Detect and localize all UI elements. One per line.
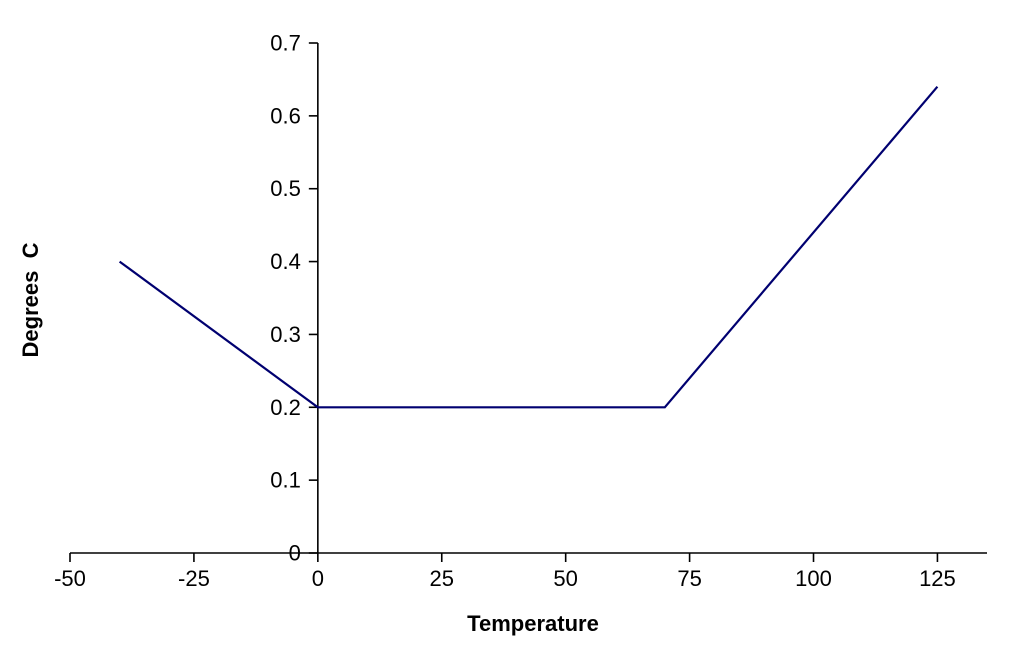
x-tick-label: 50: [553, 566, 577, 591]
x-tick-label: 75: [677, 566, 701, 591]
x-tick-label: -25: [178, 566, 210, 591]
series-line: [118, 85, 939, 409]
y-tick-label: 0: [289, 540, 301, 565]
x-tick-label: 100: [795, 566, 832, 591]
y-tick-label: 0.2: [270, 395, 301, 420]
y-tick-label: 0.5: [270, 176, 301, 201]
y-axis-title: Degrees C: [18, 242, 43, 358]
x-tick-label: 25: [430, 566, 454, 591]
x-axis-title: Temperature: [467, 611, 599, 636]
y-tick-label: 0.6: [270, 103, 301, 128]
y-tick-label: 0.3: [270, 322, 301, 347]
y-tick-label: 0.4: [270, 249, 301, 274]
y-tick-label: 0.1: [270, 468, 301, 493]
x-tick-label: 0: [312, 566, 324, 591]
x-tick-label: 125: [919, 566, 956, 591]
x-tick-label: -50: [54, 566, 86, 591]
y-tick-label: 0.7: [270, 30, 301, 55]
